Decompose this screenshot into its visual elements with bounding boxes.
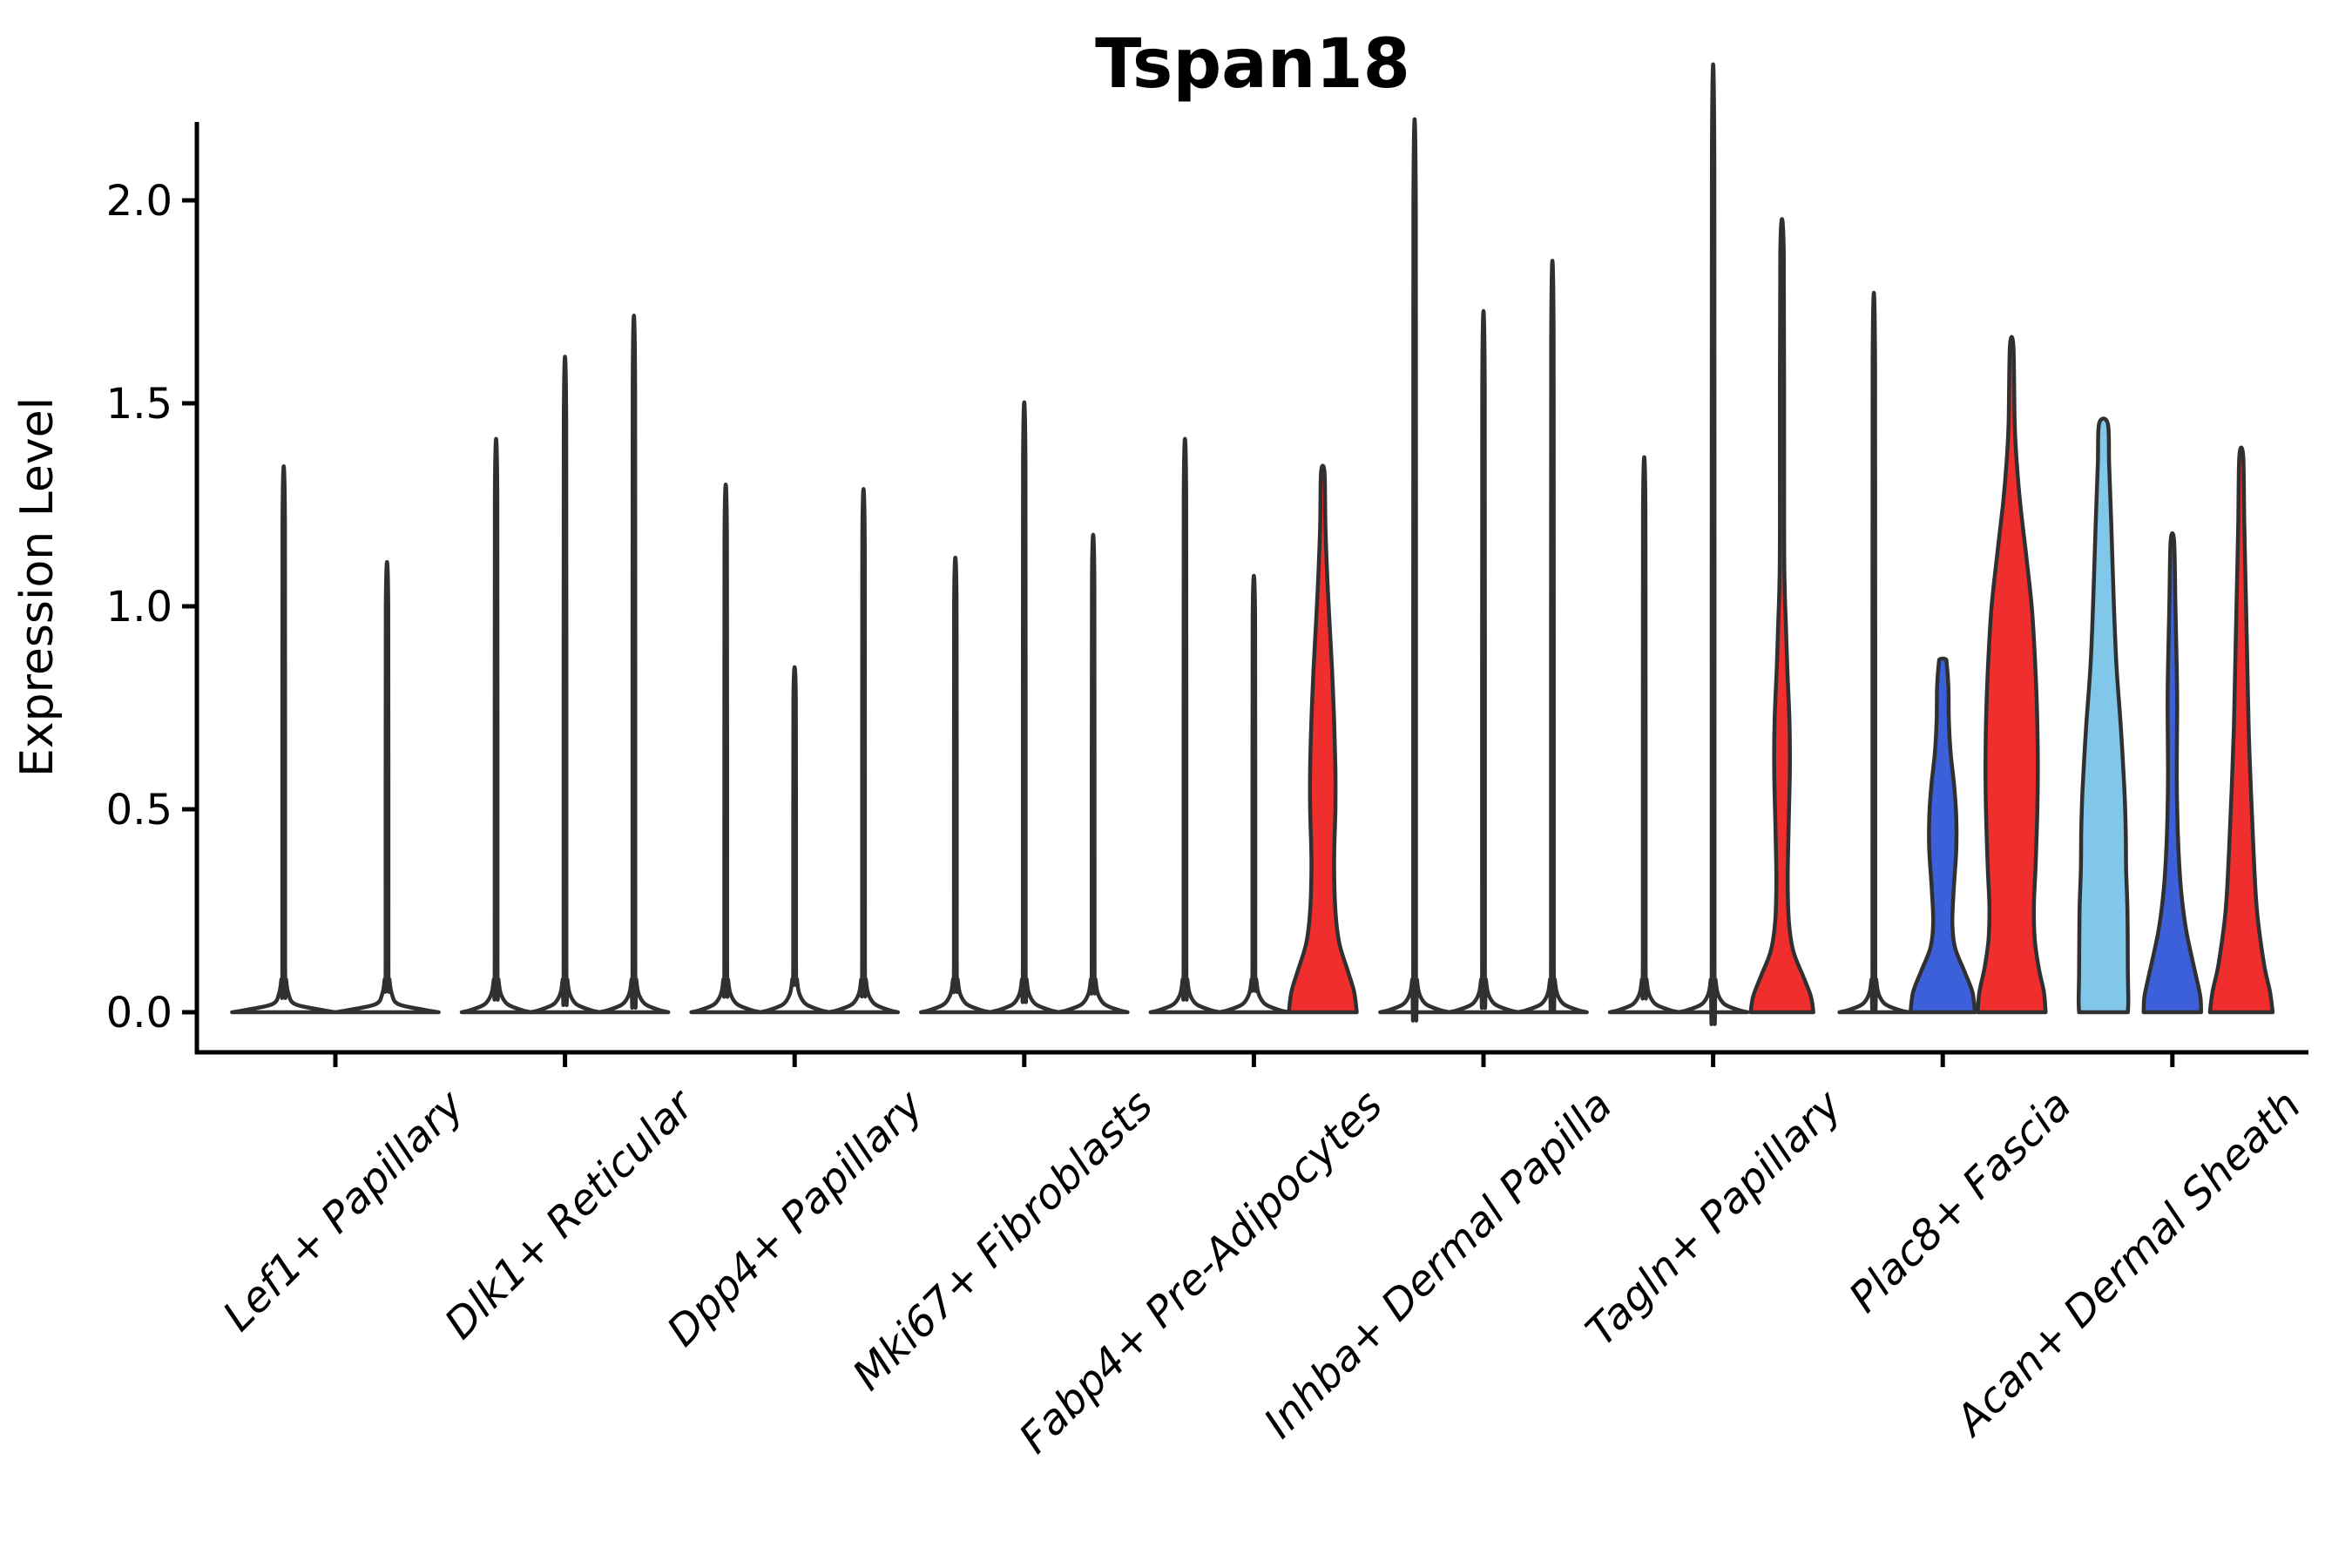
violin-4-1-thin [1217, 573, 1291, 1015]
violin-3-1-thin [988, 400, 1061, 1015]
y-tick-label: 0.5 [106, 786, 172, 835]
violin-8-0-skyblue [2076, 416, 2131, 1015]
violin-1-1-thin [528, 355, 602, 1015]
y-tick-labels: 0.0 0.5 1.0 1.5 2.0 [106, 177, 197, 1037]
violin-4-0-thin [1148, 436, 1222, 1015]
violin-7-0-thin [1837, 290, 1910, 1015]
violin-5-1-thin [1447, 309, 1520, 1015]
y-tick-label: 1.5 [106, 380, 172, 429]
y-axis-label: Expression Level [11, 397, 64, 777]
violin-3-2-thin [1057, 532, 1130, 1015]
x-tick-label: Dpp4+ Papillary [658, 1080, 933, 1355]
violin-1-2-thin [597, 314, 671, 1015]
axes [194, 122, 2308, 1055]
x-tick-label: Fabp4+ Pre-Adipocytes [1010, 1081, 1392, 1463]
violin-0-1-thin [333, 560, 441, 1015]
violin-7-1-blue [1908, 656, 1977, 1015]
chart-title: Tspan18 [1095, 25, 1410, 104]
x-tick-label: Plac8+ Fascia [1840, 1081, 2081, 1322]
violin-2-0-thin [689, 483, 762, 1015]
x-tick-label: Tagln+ Papillary [1577, 1080, 1852, 1355]
y-tick-label: 2.0 [106, 177, 172, 226]
violin-5-2-thin [1516, 259, 1589, 1015]
violin-3-0-thin [918, 555, 992, 1015]
y-tick-label: 0.0 [106, 989, 172, 1037]
violin-2-2-thin [827, 487, 901, 1015]
y-tick-label: 1.0 [106, 583, 172, 632]
violin-6-1-thin [1676, 62, 1750, 1026]
violin-6-0-thin [1607, 455, 1681, 1015]
violin-0-0-thin [230, 464, 338, 1015]
x-tick-label: Lef1+ Papillary [213, 1080, 474, 1341]
violin-7-2-red [1976, 335, 2048, 1015]
violin-2-1-thin [758, 665, 831, 1015]
violin-5-0-thin [1378, 117, 1451, 1023]
violin-8-1-blue [2141, 531, 2204, 1015]
x-tick-label: Dlk1+ Reticular [436, 1079, 706, 1349]
violin-4-2-red [1287, 463, 1359, 1015]
violin-1-0-thin [459, 436, 533, 1015]
violin-8-2-red [2207, 445, 2275, 1015]
violin-6-2-red [1748, 217, 1815, 1015]
violins-layer [230, 62, 2275, 1026]
